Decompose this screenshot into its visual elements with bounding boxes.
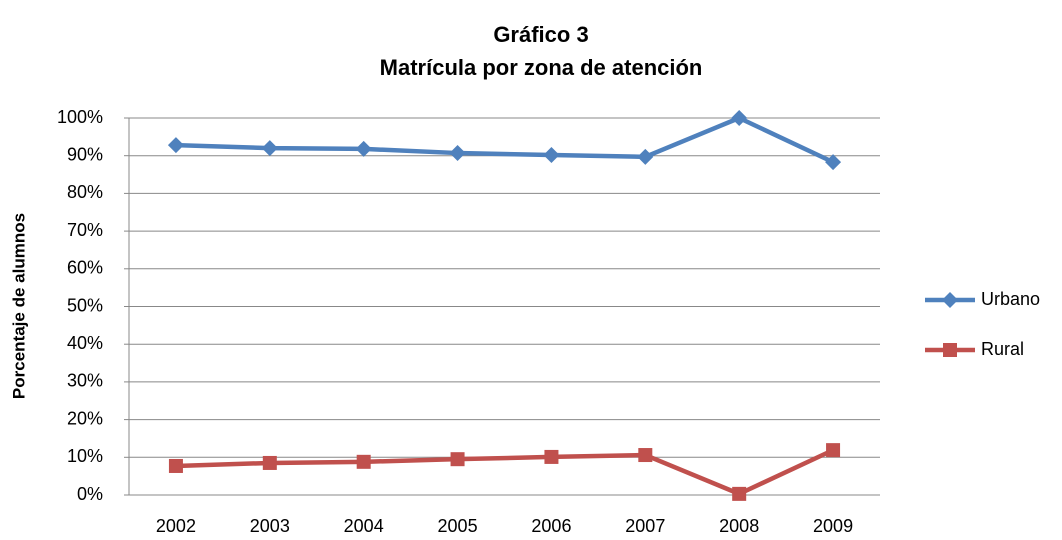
marker [638,448,653,463]
marker [355,140,372,157]
chart-title: Gráfico 3 [493,22,588,47]
marker [449,145,466,162]
marker [168,458,183,473]
x-tick-label: 2007 [625,516,665,536]
marker [167,137,184,154]
marker [261,140,278,157]
series-line [175,115,835,165]
y-tick-label: 50% [67,295,103,315]
marker [942,292,958,308]
marker [825,154,842,171]
y-tick-label: 0% [77,484,103,504]
y-tick-label: 30% [67,371,103,391]
x-tick-label: 2003 [250,516,290,536]
marker [826,443,841,458]
marker [637,148,654,165]
y-axis-label: Porcentaje de alumnos [9,213,28,399]
marker [544,449,559,464]
x-tick-label: 2002 [156,516,196,536]
y-tick-label: 20% [67,408,103,428]
series-line [175,448,835,497]
x-tick-label: 2004 [344,516,384,536]
marker [356,454,371,469]
y-tick-label: 10% [67,446,103,466]
y-tick-label: 60% [67,258,103,278]
y-tick-label: 80% [67,182,103,202]
x-tick-label: 2008 [719,516,759,536]
legend-label: Rural [981,339,1024,359]
marker [732,486,747,501]
y-tick-label: 100% [57,107,103,127]
marker [450,452,465,467]
y-tick-label: 70% [67,220,103,240]
x-tick-label: 2005 [438,516,478,536]
legend-label: Urbano [981,289,1040,309]
x-tick-label: 2009 [813,516,853,536]
marker [262,455,277,470]
chart-subtitle: Matrícula por zona de atención [380,55,703,80]
x-tick-label: 2006 [531,516,571,536]
y-tick-label: 90% [67,144,103,164]
y-tick-label: 40% [67,333,103,353]
marker [543,146,560,163]
marker [731,110,748,126]
marker [943,343,957,357]
